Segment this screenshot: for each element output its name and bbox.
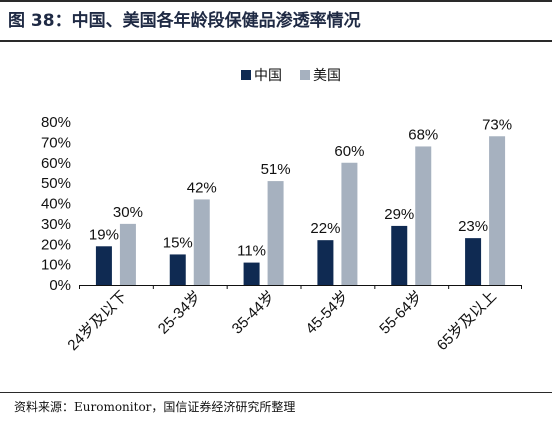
bar-china [317,240,334,285]
data-label-china: 11% [237,243,266,260]
bar-china [465,238,482,285]
bar-usa [489,136,506,285]
legend-china-label: 中国 [254,67,282,83]
data-label-usa: 30% [113,204,143,221]
top-rule [0,0,552,2]
legend-usa-swatch [300,70,310,80]
data-label-china: 19% [89,226,119,243]
y-tick-label: 30% [41,216,71,233]
data-label-china: 15% [163,234,193,251]
data-label-china: 23% [458,218,488,235]
data-label-usa: 60% [334,143,364,160]
y-tick-label: 0% [49,277,71,294]
x-tick-label: 24岁及以下 [64,288,130,354]
legend-china-swatch [241,70,251,80]
y-tick-label: 20% [41,236,71,253]
bar-usa [267,181,284,285]
x-tick-label: 65岁及以上 [434,288,500,354]
data-label-usa: 42% [187,179,217,196]
y-tick-label: 50% [41,175,71,192]
figure-title: 图 38：中国、美国各年龄段保健品渗透率情况 [8,11,361,31]
y-tick-label: 60% [41,155,71,172]
x-tick-label: 25-34岁 [155,288,205,338]
bottom-rule [0,392,552,393]
bar-usa [341,162,358,285]
data-label-china: 29% [384,206,414,223]
x-tick-label: 35-44岁 [229,288,279,338]
bar-china [169,254,186,285]
bar-china [243,262,260,285]
source-note: 资料来源：Euromonitor，国信证券经济研究所整理 [14,400,296,414]
data-label-china: 22% [310,220,340,237]
data-label-usa: 73% [482,116,512,133]
y-tick-label: 80% [41,114,71,131]
data-label-usa: 51% [261,161,291,178]
data-label-usa: 68% [408,126,438,143]
bar-usa [193,199,210,285]
title-rule [0,40,552,42]
legend-usa-label: 美国 [313,67,341,83]
x-tick-label: 55-64岁 [376,288,426,338]
bar-china [391,225,408,285]
bar-china [95,246,112,285]
bar-usa [415,146,432,285]
y-tick-label: 10% [41,257,71,274]
y-tick-label: 40% [41,196,71,213]
bar-chart: 中国 美国 0% 10% 20% 30% 40% 50% 60% 70% 80% 19% 30% 24岁及… [41,67,522,354]
y-tick-label: 70% [41,134,71,151]
bar-usa [119,223,136,285]
x-tick-label: 45-54岁 [302,288,352,338]
